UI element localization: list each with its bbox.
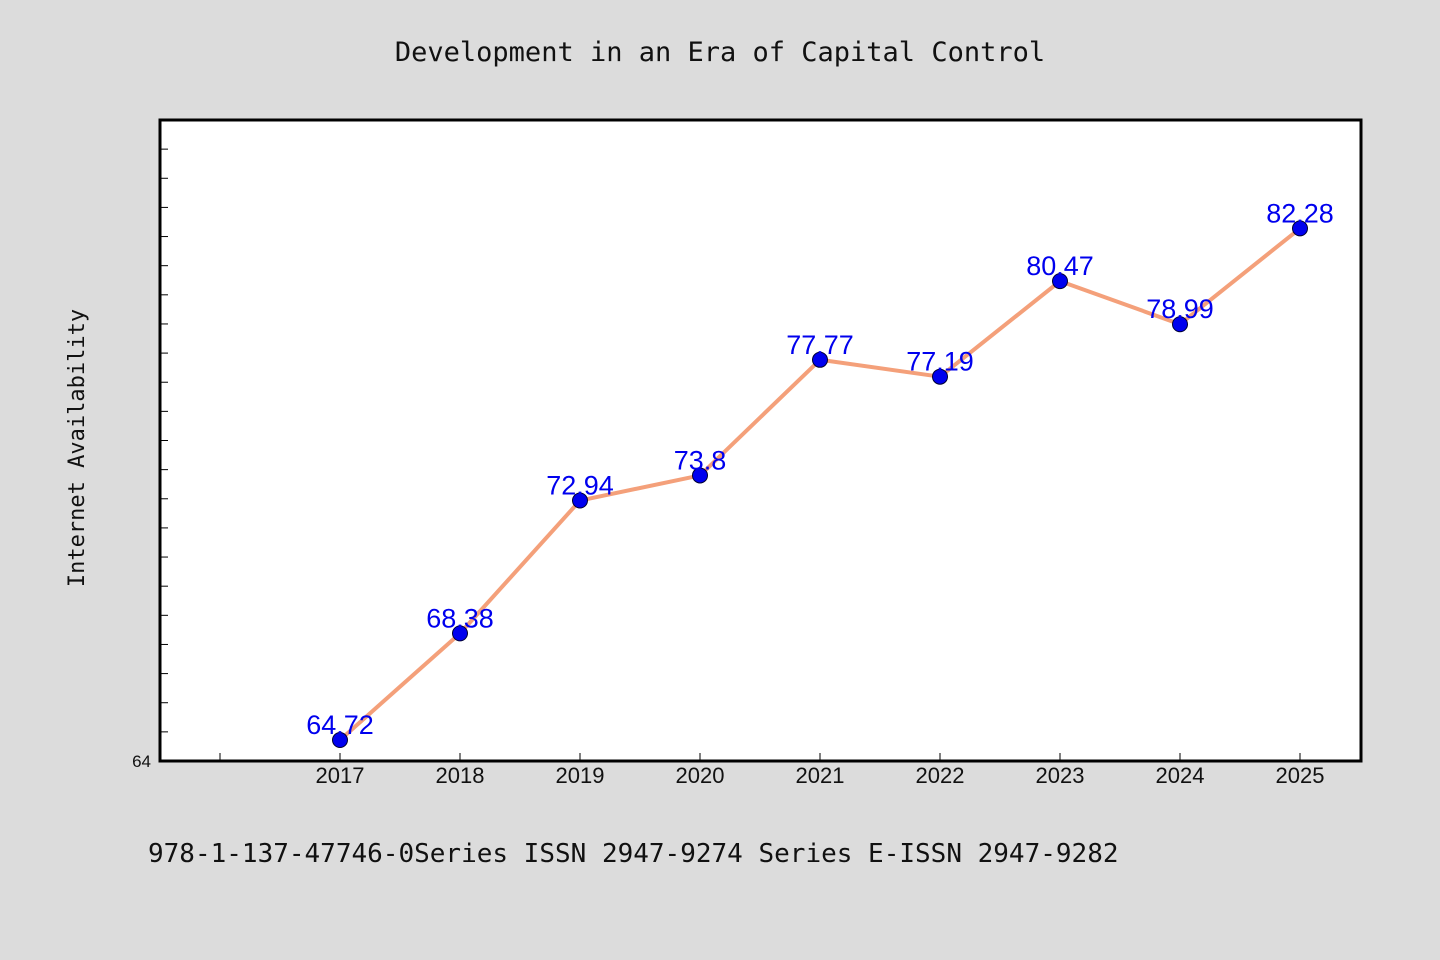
data-point	[932, 368, 948, 385]
series-markers-group	[332, 220, 1308, 749]
x-tick-label: 2019	[556, 763, 605, 788]
data-label: 78.99	[1146, 294, 1214, 324]
data-label: 64.72	[306, 710, 374, 740]
footnote: 978-1-137-47746-0Series ISSN 2947-9274 S…	[148, 839, 1119, 869]
data-point	[452, 625, 468, 642]
x-tick-labels-group: 2017 2018 2019 2020 2021 2022 2023 2024 2025	[316, 763, 1325, 788]
data-point	[812, 351, 828, 368]
x-tick-label: 2022	[916, 763, 965, 788]
x-tick-label: 2018	[436, 763, 485, 788]
data-label: 68.38	[426, 603, 494, 633]
data-point	[1292, 220, 1308, 237]
y-axis-label: Internet Availability	[65, 309, 90, 587]
x-tick-label: 2025	[1276, 763, 1325, 788]
plot-area	[158, 118, 1363, 763]
x-tick-label: 2024	[1156, 763, 1205, 788]
data-point	[1052, 273, 1068, 290]
x-axis-ticks	[219, 753, 1301, 761]
data-label: 77.77	[786, 330, 854, 360]
data-point	[332, 732, 348, 749]
data-point	[692, 467, 708, 484]
data-point	[572, 492, 588, 509]
y-tick-label-min: 64	[132, 752, 151, 771]
data-point	[1172, 316, 1188, 333]
data-label: 73.8	[674, 445, 727, 475]
data-label: 72.94	[546, 471, 614, 501]
data-labels-group: 64.72 68.38 72.94 73.8 77.77 77.19 80.47 78.99 8…	[306, 198, 1334, 740]
y-axis-ticks	[160, 148, 168, 733]
chart-title: Development in an Era of Capital Control	[395, 37, 1045, 68]
data-label: 80.47	[1026, 251, 1094, 281]
x-tick-label: 2017	[316, 763, 365, 788]
data-label: 82.28	[1266, 198, 1334, 228]
x-tick-label: 2023	[1036, 763, 1085, 788]
data-label: 77.19	[906, 347, 974, 377]
x-tick-label: 2021	[796, 763, 845, 788]
x-tick-label: 2020	[676, 763, 725, 788]
